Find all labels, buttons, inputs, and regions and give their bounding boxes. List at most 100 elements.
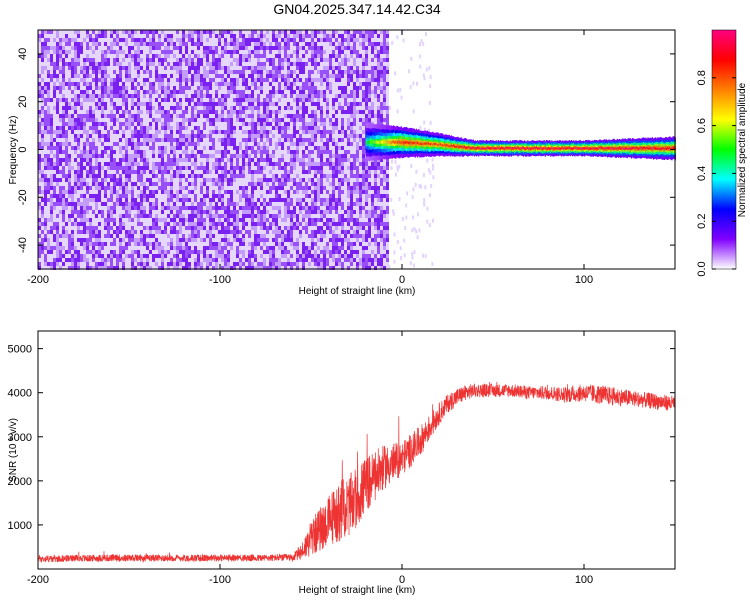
heatmap-cell xyxy=(50,74,53,78)
heatmap-cell xyxy=(47,246,50,250)
heatmap-cell xyxy=(143,130,146,134)
heatmap-cell xyxy=(185,250,188,254)
heatmap-cell xyxy=(209,74,212,78)
heatmap-cell xyxy=(128,34,131,38)
heatmap-cell xyxy=(113,206,116,210)
heatmap-cell xyxy=(155,246,158,250)
heatmap-cell xyxy=(155,186,158,190)
heatmap-cell xyxy=(125,114,128,118)
heatmap-cell xyxy=(89,238,92,242)
heatmap-cell xyxy=(212,82,215,86)
heatmap-cell xyxy=(122,66,125,70)
heatmap-cell xyxy=(284,66,287,70)
heatmap-cell xyxy=(266,146,269,150)
heatmap-cell xyxy=(185,150,188,154)
heatmap-cell xyxy=(236,98,239,102)
heatmap-cell xyxy=(38,134,41,138)
heatmap-cell xyxy=(176,154,179,158)
heatmap-cell xyxy=(143,230,146,234)
heatmap-cell xyxy=(59,62,62,66)
heatmap-cell xyxy=(152,74,155,78)
heatmap-cell xyxy=(179,198,182,202)
heatmap-cell xyxy=(269,102,272,106)
heatmap-cell xyxy=(257,198,260,202)
heatmap-cell xyxy=(224,162,227,166)
heatmap-cell xyxy=(239,70,242,74)
heatmap-cell xyxy=(92,130,95,134)
heatmap-cell xyxy=(206,34,209,38)
heatmap-cell xyxy=(107,170,110,174)
heatmap-cell xyxy=(152,98,155,102)
heatmap-cell xyxy=(266,54,269,58)
heatmap-cell xyxy=(233,146,236,150)
heatmap-cell xyxy=(65,266,68,270)
heatmap-cell xyxy=(281,34,284,38)
heatmap-cell xyxy=(185,162,188,166)
heatmap-cell xyxy=(272,162,275,166)
heatmap-cell xyxy=(239,214,242,218)
heatmap-cell xyxy=(158,102,161,106)
heatmap-cell xyxy=(44,250,47,254)
heatmap-cell xyxy=(86,30,89,34)
heatmap-cell xyxy=(68,158,71,162)
heatmap-cell xyxy=(179,38,182,42)
heatmap-cell xyxy=(146,150,149,154)
heatmap-cell xyxy=(101,266,104,270)
heatmap-cell xyxy=(251,130,254,134)
heatmap-cell xyxy=(125,258,128,262)
heatmap-cell xyxy=(185,182,188,186)
heatmap-cell xyxy=(188,246,191,250)
heatmap-cell xyxy=(236,178,239,182)
heatmap-cell xyxy=(275,86,278,90)
heatmap-cell xyxy=(194,130,197,134)
heatmap-cell xyxy=(65,78,68,82)
heatmap-cell xyxy=(116,210,119,214)
heatmap-cell xyxy=(95,126,98,130)
heatmap-cell xyxy=(194,166,197,170)
heatmap-cell xyxy=(68,118,71,122)
heatmap-cell xyxy=(248,162,251,166)
heatmap-cell xyxy=(68,90,71,94)
heatmap-cell xyxy=(242,242,245,246)
heatmap-cell xyxy=(146,166,149,170)
heatmap-cell xyxy=(101,78,104,82)
heatmap-cell xyxy=(134,174,137,178)
heatmap-cell xyxy=(101,62,104,66)
heatmap-cell xyxy=(182,250,185,254)
heatmap-cell xyxy=(152,54,155,58)
heatmap-cell xyxy=(155,70,158,74)
heatmap-cell xyxy=(68,154,71,158)
heatmap-cell xyxy=(191,130,194,134)
heatmap-cell xyxy=(215,174,218,178)
heatmap-cell xyxy=(149,238,152,242)
heatmap-cell xyxy=(95,146,98,150)
heatmap-cell xyxy=(65,98,68,102)
heatmap-cell xyxy=(89,138,92,142)
heatmap-cell xyxy=(98,162,101,166)
heatmap-cell xyxy=(269,126,272,130)
heatmap-cell xyxy=(233,118,236,122)
heatmap-cell xyxy=(203,82,206,86)
heatmap-cell xyxy=(206,122,209,126)
heatmap-cell xyxy=(68,266,71,270)
heatmap-cell xyxy=(101,54,104,58)
heatmap-cell xyxy=(110,78,113,82)
heatmap-cell xyxy=(257,90,260,94)
heatmap-cell xyxy=(251,258,254,262)
heatmap-cell xyxy=(281,138,284,142)
heatmap-cell xyxy=(272,142,275,146)
heatmap-cell xyxy=(83,30,86,34)
heatmap-cell xyxy=(50,266,53,270)
heatmap-cell xyxy=(173,206,176,210)
heatmap-cell xyxy=(101,230,104,234)
heatmap-cell xyxy=(260,102,263,106)
heatmap-cell xyxy=(92,34,95,38)
heatmap-cell xyxy=(134,54,137,58)
heatmap-cell xyxy=(164,54,167,58)
heatmap-cell xyxy=(164,214,167,218)
heatmap-cell xyxy=(38,210,41,214)
heatmap-cell xyxy=(113,126,116,130)
heatmap-cell xyxy=(272,98,275,102)
heatmap-cell xyxy=(98,50,101,54)
heatmap-cell xyxy=(65,46,68,50)
